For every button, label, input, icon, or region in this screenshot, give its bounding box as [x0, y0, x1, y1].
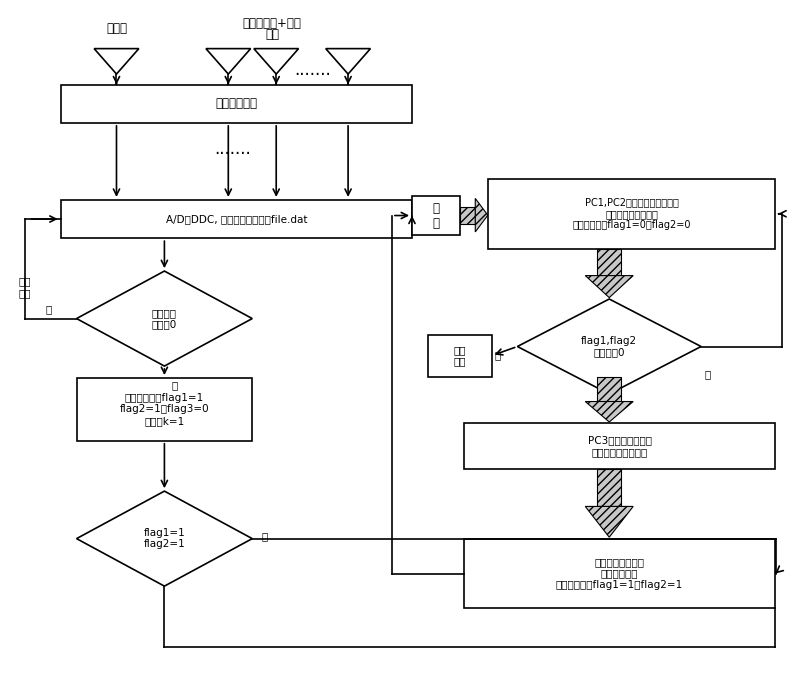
- Text: 读
取: 读 取: [433, 202, 439, 230]
- Polygon shape: [206, 48, 250, 74]
- Bar: [61, 85, 412, 123]
- Bar: [598, 248, 622, 276]
- Polygon shape: [518, 299, 701, 394]
- Polygon shape: [77, 271, 252, 366]
- Text: ·······: ·······: [214, 146, 250, 163]
- Text: 读取
数据: 读取 数据: [454, 345, 466, 366]
- Bar: [77, 378, 252, 441]
- Text: 否: 否: [172, 380, 178, 390]
- Text: 是: 是: [494, 351, 501, 360]
- Text: flag1,flag2
是否全为0: flag1,flag2 是否全为0: [581, 336, 638, 357]
- Text: PC3完成横虚警检测
距离多普勒航迹处理: PC3完成横虚警检测 距离多普勒航迹处理: [588, 435, 652, 457]
- Polygon shape: [326, 48, 370, 74]
- Text: ·······: ·······: [294, 66, 330, 85]
- Bar: [464, 424, 775, 469]
- Bar: [428, 335, 492, 377]
- Bar: [598, 377, 622, 402]
- Text: 是: 是: [261, 531, 267, 542]
- Text: 建立工作标志flag1=1
flag2=1，flag3=0
计数器k=1: 建立工作标志flag1=1 flag2=1，flag3=0 计数器k=1: [119, 393, 210, 426]
- Text: 数据序号
是否为0: 数据序号 是否为0: [152, 308, 177, 330]
- Text: 否: 否: [704, 370, 710, 379]
- Bar: [598, 469, 622, 506]
- Text: flag1=1
flag2=1: flag1=1 flag2=1: [143, 528, 186, 550]
- Polygon shape: [586, 402, 633, 422]
- Polygon shape: [586, 506, 633, 537]
- Text: 是: 是: [46, 304, 52, 314]
- Text: 动目标回波+多径: 动目标回波+多径: [242, 17, 302, 29]
- Text: 计算目标方位信息
解算目标位置
显示结束后，flag1=1，flag2=1: 计算目标方位信息 解算目标位置 显示结束后，flag1=1，flag2=1: [556, 557, 683, 590]
- Polygon shape: [586, 276, 633, 298]
- Text: 直达波: 直达波: [106, 22, 127, 35]
- Bar: [412, 196, 460, 235]
- Polygon shape: [94, 48, 139, 74]
- Polygon shape: [254, 48, 298, 74]
- Text: 杂波: 杂波: [266, 28, 279, 41]
- Bar: [488, 178, 775, 248]
- Text: 继续
等待: 继续 等待: [18, 276, 31, 298]
- Bar: [61, 199, 412, 238]
- Bar: [464, 538, 775, 608]
- Polygon shape: [77, 491, 252, 586]
- Text: 中频滤波放大: 中频滤波放大: [215, 97, 258, 110]
- Bar: [460, 206, 475, 223]
- Text: PC1,PC2进行自适应杂波相消
距离多普勒二维相关
处理结束后令flag1=0，flag2=0: PC1,PC2进行自适应杂波相消 距离多普勒二维相关 处理结束后令flag1=0…: [572, 197, 691, 230]
- Polygon shape: [475, 198, 488, 232]
- Text: A/D，DDC, 记录数据文件序号file.dat: A/D，DDC, 记录数据文件序号file.dat: [166, 214, 307, 224]
